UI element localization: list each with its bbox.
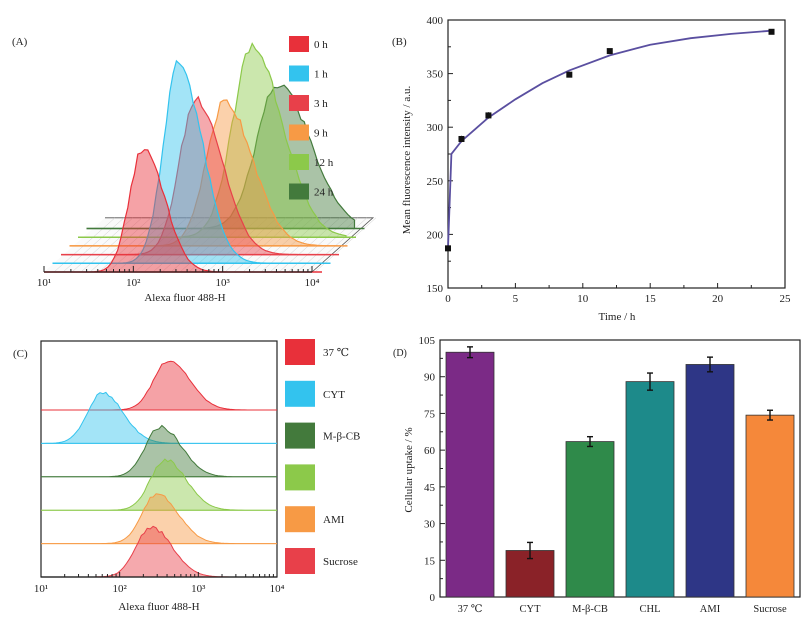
panel-d-bar xyxy=(445,351,495,598)
panel-d-y-tick-label: 45 xyxy=(424,482,436,494)
panel-c-histograms xyxy=(41,360,277,578)
panel-a-legend-swatch xyxy=(289,65,309,82)
panel-b-frame xyxy=(447,19,786,289)
panel-b-x-tick-label: 15 xyxy=(645,293,657,305)
panel-d-y-tick-label: 0 xyxy=(430,592,436,604)
panel-b-y-tick-label: 150 xyxy=(427,283,444,295)
panel-c-legend: 37 ℃ CYT M-β-CB AMI Sucrose xyxy=(285,339,360,574)
panel-c-x-tick-label: 10² xyxy=(113,583,128,595)
panel-a-chart: (A) 10¹ 10² 10³ 10⁴ 0 h 1 h 3 h 9 h 12 h 24 h Al… xyxy=(12,36,377,304)
panel-d-bar xyxy=(625,381,675,598)
panel-c-legend-label: CYT xyxy=(323,389,345,401)
panel-b-data-point xyxy=(768,28,775,35)
panel-c-legend-label: Sucrose xyxy=(323,556,358,568)
panel-a-histogram-3 xyxy=(69,99,338,247)
panel-c-x-tick-label: 10⁴ xyxy=(270,583,285,595)
panel-d-x-tick-label: Sucrose xyxy=(753,604,787,615)
panel-d-y-tick-label: 15 xyxy=(424,555,436,567)
panel-d-bar xyxy=(745,414,795,598)
panel-b-y-tick-label: 350 xyxy=(427,69,444,81)
panel-a-x-tick-label: 10³ xyxy=(216,277,231,289)
panel-a-legend-swatch xyxy=(289,154,309,170)
panel-d-y-tick-label: 105 xyxy=(419,335,436,347)
panel-c-histogram-5 xyxy=(41,525,277,578)
panel-c-chart: (C) 10¹ 10² 10³ 10⁴ 37 ℃ CYT M-β-CB AMI Sucrose… xyxy=(13,339,360,613)
panel-c-x-tick-label: 10³ xyxy=(191,583,206,595)
panel-a-x-label: Alexa fluor 488-H xyxy=(144,292,225,304)
panel-a-legend-label: 12 h xyxy=(314,157,334,169)
panel-b-x-tick-label: 20 xyxy=(712,293,724,305)
panel-d-y-tick-label: 60 xyxy=(424,445,436,457)
panel-a-label: (A) xyxy=(12,36,28,48)
panel-c-legend-swatch xyxy=(285,548,315,574)
panel-d-x-tick-label: CHL xyxy=(640,604,661,615)
panel-a-legend-label: 3 h xyxy=(314,98,328,110)
panel-a-legend-label: 1 h xyxy=(314,69,328,81)
panel-d-y-tick-label: 75 xyxy=(424,408,436,420)
panel-c-legend-label: M-β-CB xyxy=(323,431,360,443)
panel-c-legend-label: 37 ℃ xyxy=(323,347,349,359)
panel-b-y-tick-label: 250 xyxy=(427,176,444,188)
panel-b-chart: (B) 0 5 10 15 20 25 150 200 250 300 350 400 Time / … xyxy=(392,15,792,323)
panel-c-x-axis: 10¹ 10² 10³ 10⁴ xyxy=(34,572,285,595)
panel-d-label: (D) xyxy=(393,348,407,359)
panel-b-x-tick-label: 10 xyxy=(577,293,589,305)
panel-a-legend-swatch xyxy=(289,36,309,52)
panel-d-y-tick-label: 30 xyxy=(424,519,436,531)
panel-b-x-tick-label: 0 xyxy=(445,293,451,305)
panel-c-legend-swatch xyxy=(285,339,315,365)
panel-a-x-tick-label: 10⁴ xyxy=(305,277,320,289)
panel-a-x-axis: 10¹ 10² 10³ 10⁴ xyxy=(37,266,320,289)
panel-a-legend-swatch xyxy=(289,183,309,200)
panel-d-x-tick-label: M-β-CB xyxy=(572,604,608,615)
panel-a-histograms xyxy=(44,42,365,273)
panel-d-y-tick-label: 90 xyxy=(424,372,436,384)
panel-c-histogram-0 xyxy=(41,360,277,411)
panel-d-y-label: Cellular uptake / % xyxy=(403,427,415,512)
panel-d-bar xyxy=(565,441,615,598)
panel-c-legend-swatch xyxy=(285,464,315,491)
panel-c-x-label: Alexa fluor 488-H xyxy=(118,601,199,613)
panel-a-legend-label: 9 h xyxy=(314,128,328,140)
panel-b-y-tick-label: 400 xyxy=(427,15,444,27)
panel-d-x-tick-label: AMI xyxy=(700,604,721,615)
panel-b-data-point xyxy=(485,112,492,119)
panel-b-x-tick-label: 5 xyxy=(513,293,519,305)
panel-c-legend-label: AMI xyxy=(323,514,345,526)
panel-b-fit-curve xyxy=(447,29,772,249)
panel-a-legend: 0 h 1 h 3 h 9 h 12 h 24 h xyxy=(289,36,334,200)
panel-c-histogram-2 xyxy=(41,424,277,478)
panel-c-histogram-1 xyxy=(41,391,277,444)
panel-b-x-tick-label: 25 xyxy=(780,293,792,305)
panel-a-x-tick-label: 10¹ xyxy=(37,277,51,289)
panel-d-chart: (D) 0 15 30 45 60 75 90 105 37 ℃ CYT M-β-CB CHL AMI S… xyxy=(393,335,801,615)
panel-a-legend-label: 24 h xyxy=(314,187,334,199)
panel-a-legend-swatch xyxy=(289,124,309,141)
panel-d-x-tick-label: 37 ℃ xyxy=(458,604,483,615)
panel-c-legend-swatch xyxy=(285,422,315,449)
panel-b-y-label: Mean fluorescence intensity / a.u. xyxy=(401,86,413,235)
panel-c-x-tick-label: 10¹ xyxy=(34,583,48,595)
panel-a-legend-label: 0 h xyxy=(314,39,328,51)
panel-d-x-tick-label: CYT xyxy=(520,604,542,615)
panel-b-data-point xyxy=(566,71,573,78)
panel-b-y-tick-label: 200 xyxy=(427,229,444,241)
panel-c-legend-swatch xyxy=(285,380,315,407)
panel-b-x-label: Time / h xyxy=(599,311,636,323)
panel-b-data-point xyxy=(606,48,613,55)
panel-c-histogram-3 xyxy=(41,458,277,511)
panel-d-bar xyxy=(685,364,735,598)
panel-a-legend-swatch xyxy=(289,95,309,111)
panel-a-histogram-5 xyxy=(86,84,356,230)
panel-a-histogram-1 xyxy=(52,59,321,264)
panel-b-y-tick-label: 300 xyxy=(427,122,444,134)
panel-b-data-point xyxy=(445,245,451,252)
panel-c-histogram-4 xyxy=(41,493,277,545)
panel-b-data-point xyxy=(458,135,465,142)
panel-b-label: (B) xyxy=(392,36,407,48)
panel-c-legend-swatch xyxy=(285,506,315,533)
panel-c-label: (C) xyxy=(13,348,28,360)
panel-a-x-tick-label: 10² xyxy=(126,277,141,289)
panel-a-histogram-2 xyxy=(61,95,329,256)
